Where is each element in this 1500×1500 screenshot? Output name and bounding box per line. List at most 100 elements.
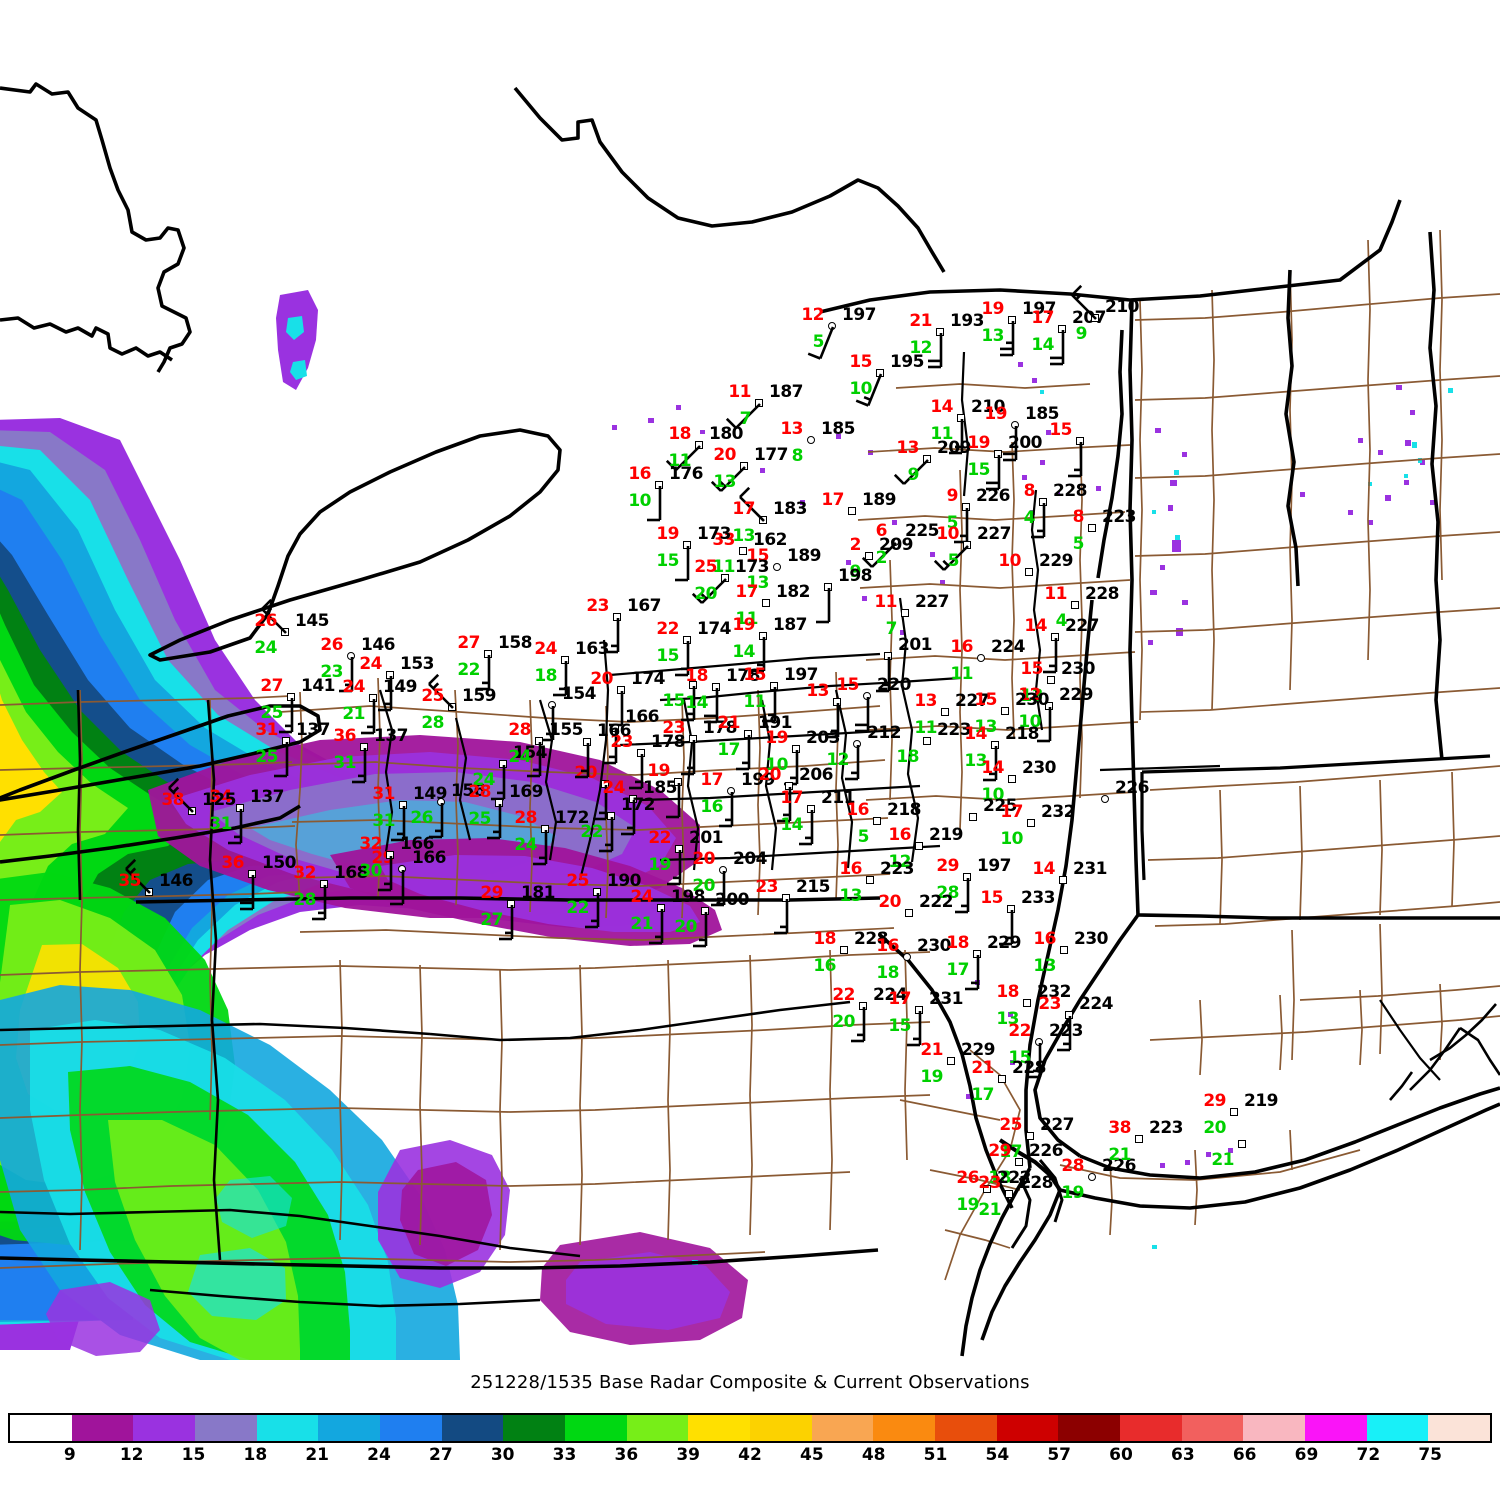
wind-barb-icon [1003,426,1018,462]
dewpoint-value: 13 [964,751,987,771]
dewpoint-value: 7 [885,619,898,639]
colorbar-cell-9 [565,1415,627,1441]
dewpoint-value: 5 [946,513,959,533]
pressure-value: 226 [976,486,1011,506]
colorbar-swatches [8,1413,1492,1443]
map-canvas[interactable]: 12 5 197 15 10 195 21 12 193 19 13 197 17 14 207 9 210 11… [0,0,1500,1365]
wind-barb-icon [553,661,568,697]
temperature-value: 17 [732,499,755,519]
pressure-value: 198 [838,566,873,586]
wind-barb-icon [675,641,690,677]
wind-barb-icon [751,637,766,673]
temperature-value: 25 [566,871,589,891]
dewpoint-value: 5 [812,332,825,352]
colorbar-tick-39: 39 [676,1445,700,1465]
dewpoint-value: 15 [1008,1048,1031,1068]
station-marker-icon [923,737,931,745]
pressure-value: 154 [562,684,597,704]
pressure-value: 219 [929,825,964,845]
temperature-value: 24 [342,677,365,697]
wind-barb-icon [949,419,964,455]
station-marker-icon [947,1057,955,1065]
colorbar-tick-30: 30 [490,1445,515,1465]
dewpoint-value: 8 [791,446,804,466]
station-marker-icon [998,1075,1006,1083]
pressure-value: 210 [1105,297,1140,317]
wind-barb-icon [533,830,548,866]
colorbar-cell-2 [133,1415,196,1441]
temperature-value: 26 [320,635,343,655]
wind-barb-icon [240,875,255,911]
dewpoint-value: 17 [999,1142,1022,1162]
dewpoint-value: 21 [630,914,653,934]
colorbar-tick-42: 42 [738,1445,762,1465]
temperature-value: 24 [602,778,625,798]
dewpoint-value: 15 [967,460,990,480]
station-marker-icon [1088,1173,1096,1181]
temperature-value: 20 [878,892,901,912]
dewpoint-value: 4 [1023,508,1036,528]
wind-barb-icon [603,729,618,765]
temperature-value: 28 [1061,1156,1084,1176]
temperature-value: 18 [813,929,836,949]
pressure-value: 223 [1049,1021,1084,1041]
temperature-value: 35 [118,871,141,891]
colorbar-tick-15: 15 [181,1445,206,1465]
station-marker-icon [1101,795,1109,803]
pressure-value: 141 [301,676,336,696]
wind-barb-icon [593,785,608,821]
pressure-value: 233 [1021,888,1056,908]
colorbar-tick-72: 72 [1356,1445,1381,1465]
dewpoint-value: 20 [832,1012,855,1032]
station-marker-icon [915,842,923,850]
pressure-value: 226 [1102,1156,1137,1176]
temperature-value: 17 [700,770,723,790]
dewpoint-value: 12 [909,338,932,358]
pressure-value: 172 [555,808,590,828]
temperature-value: 17 [821,490,844,510]
dewpoint-value: 4 [1055,611,1068,631]
temperature-value: 38 [161,790,184,810]
colorbar-tick-labels: 9 12 15 18 21 24 27 30 33 36 39 42 45 48 51 54 57 60 63 66 6… [8,1443,1492,1473]
temperature-value: 14 [981,758,1004,778]
station-marker-icon [969,813,977,821]
station-marker-icon [873,817,881,825]
pressure-value: 223 [1102,507,1137,527]
wind-barb-icon [621,800,636,836]
wind-barb-icon [861,542,897,568]
pressure-value: 125 [202,790,237,810]
temperature-value: 15 [1020,659,1043,679]
temperature-value: 17 [1031,308,1054,328]
dewpoint-value: 20 [694,584,717,604]
colorbar-cell-3 [195,1415,257,1441]
pressure-value: 181 [521,883,556,903]
dewpoint-value: 28 [936,883,959,903]
wind-barb-icon [168,777,194,813]
dewpoint-value: 26 [410,808,433,828]
pressure-value: 197 [842,305,877,325]
wind-barb-icon [955,878,970,914]
pressure-value: 224 [873,985,908,1005]
colorbar-cell-10 [626,1415,689,1441]
dewpoint-value: 13 [981,326,1004,346]
pressure-value: 228 [1085,584,1120,604]
pressure-value: 229 [1039,551,1074,571]
wind-barb-icon [762,687,777,723]
dewpoint-value: 28 [421,713,444,733]
colorbar-cell-11 [688,1415,751,1441]
dewpoint-value: 9 [1075,324,1088,344]
dewpoint-value: 10 [981,785,1004,805]
pressure-value: 227 [955,691,990,711]
wind-barb-icon [647,486,662,522]
station-marker-icon [1015,1158,1023,1166]
temperature-value: 16 [846,800,869,820]
wind-barb-icon [390,870,405,906]
dewpoint-value: 23 [320,662,343,682]
wind-barb-icon [710,466,746,492]
pressure-value: 230 [1022,758,1057,778]
wind-barb-icon [693,912,708,948]
station-marker-icon [983,1185,991,1193]
dewpoint-value: 17 [717,740,740,760]
pressure-value: 207 [1072,308,1107,328]
wind-barb-icon [429,803,444,839]
